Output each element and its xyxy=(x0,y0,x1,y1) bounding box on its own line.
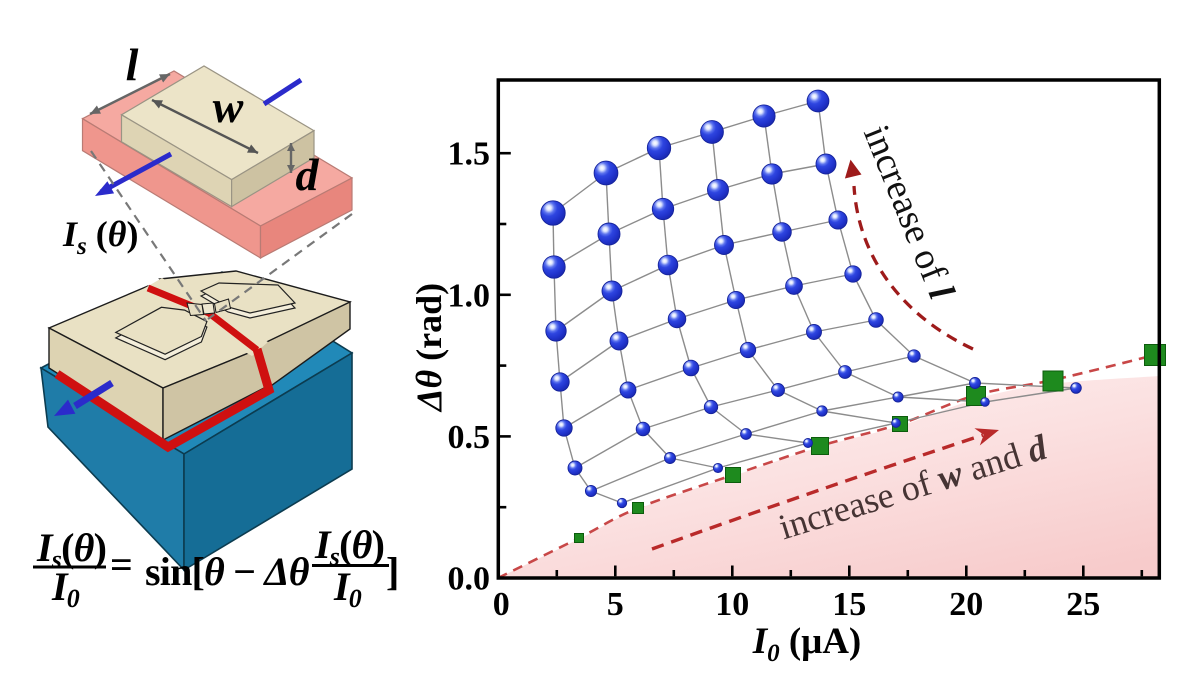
svg-text:10: 10 xyxy=(715,586,749,623)
svg-text:Δθ (rad): Δθ (rad) xyxy=(409,283,449,413)
svg-text:w: w xyxy=(213,81,244,132)
svg-text:Is(θ): Is(θ) xyxy=(314,522,384,571)
svg-text:I0 (μA): I0 (μA) xyxy=(752,621,862,667)
svg-text:20: 20 xyxy=(949,586,983,623)
svg-text:I0: I0 xyxy=(51,564,80,613)
svg-text:1.0: 1.0 xyxy=(448,277,491,314)
svg-text:sin[θ − Δθ: sin[θ − Δθ xyxy=(145,549,310,594)
svg-text:0.5: 0.5 xyxy=(448,419,491,456)
svg-text:25: 25 xyxy=(1066,586,1100,623)
svg-text:15: 15 xyxy=(832,586,866,623)
svg-text:1.5: 1.5 xyxy=(448,136,491,173)
svg-text:0: 0 xyxy=(493,586,510,623)
svg-text:5: 5 xyxy=(607,586,624,623)
svg-text:Is(θ): Is(θ) xyxy=(36,525,106,574)
svg-text:Is (θ): Is (θ) xyxy=(62,214,138,260)
svg-text:l: l xyxy=(126,39,139,90)
svg-text:d: d xyxy=(296,149,320,200)
svg-text:0.0: 0.0 xyxy=(448,561,491,598)
svg-text:I0: I0 xyxy=(333,564,362,613)
svg-text:]: ] xyxy=(386,549,399,594)
svg-text:=: = xyxy=(110,542,132,587)
